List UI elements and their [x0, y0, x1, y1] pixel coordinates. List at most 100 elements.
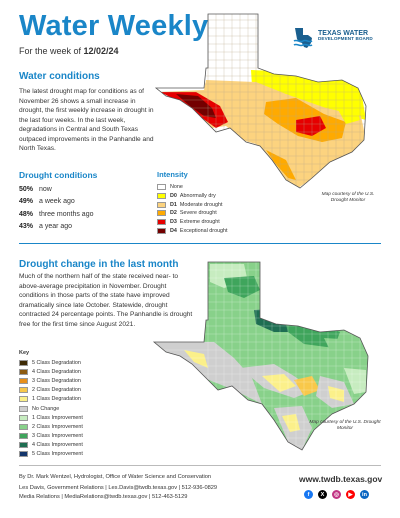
drought-pct: 50% [19, 185, 34, 193]
drought-conditions-list: 50% now 49% a week ago 48% three months ago… [19, 183, 149, 233]
legend-label: Extreme drought [179, 219, 220, 226]
media-relations-contact[interactable]: Media Relations | MediaRelations@twdb.te… [19, 494, 188, 500]
page-title: Water Weekly [19, 10, 209, 42]
key-item: 5 Class Improvement [19, 450, 119, 459]
section-divider [19, 243, 381, 244]
author-credit: By Dr. Mark Wentzel, Hydrologist, Office… [19, 474, 212, 480]
key-label: 1 Class Degradation [32, 396, 81, 403]
drought-row: 49% a week ago [19, 196, 149, 209]
key-label: 3 Class Degradation [32, 377, 81, 384]
key-swatch [19, 442, 28, 449]
social-links: f X ◎ ▶ in [304, 490, 369, 499]
legend-swatch [157, 227, 166, 234]
key-swatch [19, 359, 28, 366]
drought-conditions-heading: Drought conditions [19, 170, 98, 180]
intensity-legend: Intensity None D0 Abnormally dry D1 Modera… [157, 170, 247, 235]
drought-row: 50% now [19, 183, 149, 196]
key-item: 4 Class Improvement [19, 441, 119, 450]
key-label: 5 Class Degradation [32, 359, 81, 366]
drought-monitor-map [154, 13, 367, 189]
key-swatch [19, 405, 28, 412]
legend-swatch [157, 193, 166, 200]
drought-pct: 43% [19, 223, 34, 231]
key-item: No Change [19, 404, 119, 413]
legend-item: D2 Severe drought [157, 209, 247, 218]
key-swatch [19, 433, 28, 440]
youtube-icon[interactable]: ▶ [346, 490, 355, 499]
legend-item: D1 Moderate drought [157, 200, 247, 209]
change-key-legend: Key 5 Class Degradation 4 Class Degradat… [19, 350, 119, 459]
legend-label: None [170, 184, 183, 191]
drought-label: three months ago [39, 210, 94, 218]
water-conditions-heading: Water conditions [19, 71, 100, 82]
legend-swatch [157, 201, 166, 208]
key-label: 3 Class Improvement [32, 433, 83, 440]
key-item: 5 Class Degradation [19, 358, 119, 367]
key-item: 3 Class Improvement [19, 432, 119, 441]
legend-item: None [157, 183, 247, 192]
key-label: 1 Class Improvement [32, 414, 83, 421]
key-item: 2 Class Degradation [19, 386, 119, 395]
legend-item: D3 Extreme drought [157, 218, 247, 227]
logo-line-1: TEXAS WATER [318, 30, 369, 37]
key-label: 2 Class Degradation [32, 387, 81, 394]
linkedin-icon[interactable]: in [360, 490, 369, 499]
key-item: 1 Class Degradation [19, 395, 119, 404]
drought-change-text: Much of the northern half of the state r… [19, 273, 193, 328]
facebook-icon[interactable]: f [304, 490, 313, 499]
key-label: 4 Class Improvement [32, 442, 83, 449]
legend-code: D2 [170, 210, 177, 217]
key-label: No Change [32, 405, 60, 412]
key-swatch [19, 396, 28, 403]
intensity-heading: Intensity [157, 170, 188, 179]
map-courtesy-note-2: Map courtesy of the U.S. Drought Monitor [309, 420, 381, 432]
logo-line-2: DEVELOPMENT BOARD [318, 36, 373, 42]
drought-change-map [152, 261, 369, 451]
drought-row: 48% three months ago [19, 208, 149, 221]
map-courtesy-note: Map courtesy of the U.S. Drought Monitor [321, 192, 375, 204]
key-item: 2 Class Improvement [19, 422, 119, 431]
key-swatch [19, 451, 28, 458]
water-conditions-text: The latest drought map for conditions as… [19, 88, 154, 153]
key-swatch [19, 423, 28, 430]
key-label: 2 Class Improvement [32, 423, 83, 430]
legend-label: Exceptional drought [179, 227, 228, 234]
key-item: 4 Class Degradation [19, 367, 119, 376]
legend-item: D0 Abnormally dry [157, 192, 247, 201]
key-item: 3 Class Degradation [19, 376, 119, 385]
legend-item: D4 Exceptional drought [157, 226, 247, 235]
drought-label: now [39, 185, 52, 193]
week-date: 12/02/24 [83, 46, 119, 56]
legend-label: Moderate drought [179, 201, 223, 208]
legend-label: Severe drought [179, 210, 217, 217]
legend-code: D4 [170, 227, 177, 234]
twdb-logo: TEXAS WATER DEVELOPMENT BOARD [292, 26, 384, 54]
legend-code: D0 [170, 193, 177, 200]
week-prefix: For the week of [19, 46, 84, 56]
website-link[interactable]: www.twdb.texas.gov [299, 474, 383, 484]
x-icon[interactable]: X [318, 490, 327, 499]
key-swatch [19, 377, 28, 384]
drought-label: a year ago [39, 223, 73, 231]
legend-swatch [157, 219, 166, 226]
logo-text: TEXAS WATER DEVELOPMENT BOARD [318, 30, 388, 42]
week-subtitle: For the week of 12/02/24 [19, 46, 119, 56]
legend-label: Abnormally dry [179, 193, 216, 200]
drought-pct: 48% [19, 210, 34, 218]
key-swatch [19, 368, 28, 375]
drought-pct: 49% [19, 198, 34, 206]
key-label: 4 Class Degradation [32, 368, 81, 375]
legend-swatch [157, 184, 166, 191]
key-swatch [19, 387, 28, 394]
government-relations-contact[interactable]: Les Davis, Government Relations | Les.Da… [19, 485, 218, 491]
key-swatch [19, 414, 28, 421]
legend-code: D1 [170, 201, 177, 208]
key-label: 5 Class Improvement [32, 451, 83, 458]
instagram-icon[interactable]: ◎ [332, 490, 341, 499]
key-heading: Key [19, 350, 30, 356]
legend-code: D3 [170, 219, 177, 226]
key-item: 1 Class Improvement [19, 413, 119, 422]
legend-swatch [157, 210, 166, 217]
drought-change-heading: Drought change in the last month [19, 259, 179, 270]
